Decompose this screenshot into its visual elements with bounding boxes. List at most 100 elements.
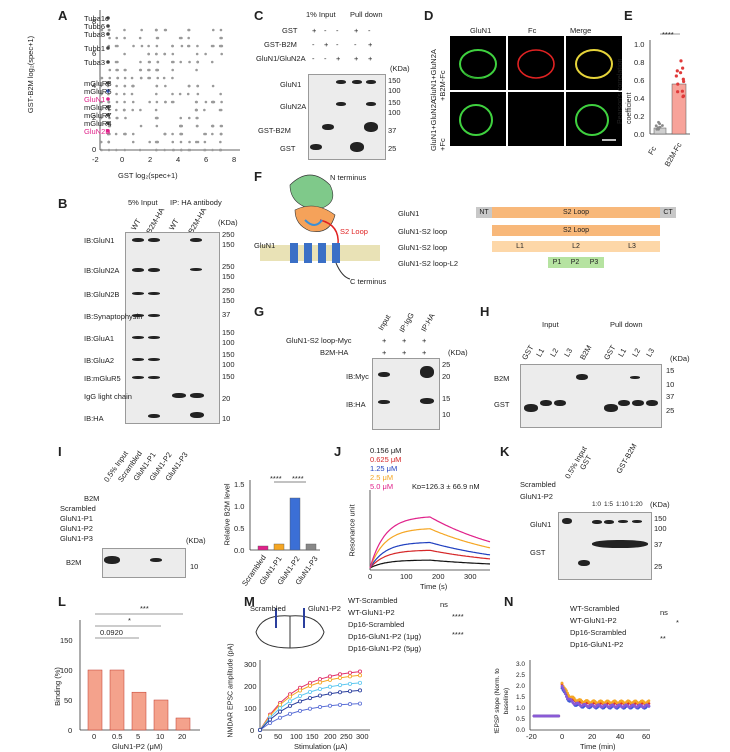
- row-label: GST: [282, 26, 298, 35]
- io-point: [278, 709, 283, 714]
- ytick: 0.0: [234, 546, 245, 555]
- panel-label-f: F: [254, 169, 262, 184]
- scatter-point: [179, 116, 183, 120]
- ytick: 0: [250, 726, 255, 735]
- scatter-point: [203, 108, 206, 112]
- legend-item: Dp16-GluN1-P2 (5μg): [348, 644, 422, 653]
- ct-segment: CT: [660, 207, 676, 218]
- scatter-point: [106, 132, 110, 136]
- legend-item: WT-GluN1-P2: [570, 616, 617, 625]
- scatter-point: [139, 124, 143, 128]
- band: [148, 292, 160, 295]
- io-point: [347, 681, 352, 686]
- io-point: [347, 689, 352, 694]
- row-label: IB:GluN2A: [84, 266, 120, 275]
- band: [190, 393, 204, 398]
- labeled-point: [106, 121, 110, 125]
- scatter-point: [123, 108, 126, 112]
- scatter-point: [147, 68, 150, 72]
- bar: [87, 669, 103, 731]
- mw-marker: 10: [442, 410, 451, 419]
- s2-loop-label: S2 Loop: [340, 227, 368, 236]
- io-point: [258, 727, 263, 732]
- row-label: IB:Synaptophysin: [84, 312, 143, 321]
- scatter-point: [107, 100, 110, 104]
- sign: +: [324, 40, 329, 49]
- band: [148, 268, 160, 272]
- panel-label-k: K: [500, 444, 510, 459]
- scatter-point: [114, 44, 118, 48]
- data-point: [679, 59, 683, 63]
- scatter-point: [210, 44, 214, 48]
- mw-marker: 150: [222, 328, 235, 337]
- scatter-point: [219, 132, 223, 136]
- significance: *: [676, 618, 679, 627]
- labeled-point: [106, 129, 110, 133]
- kda-label: (KDa): [186, 536, 206, 545]
- significance: 0.0920: [100, 628, 123, 637]
- scatter-point: [187, 116, 191, 120]
- header-ip: IP: HA antibody: [170, 198, 222, 207]
- scatter-point: [115, 36, 119, 40]
- scatter-point: [220, 52, 223, 56]
- mw-marker: 250: [222, 230, 235, 239]
- brain-injection-diagram: [255, 608, 325, 649]
- ltp-point: [562, 689, 566, 692]
- sign: -: [368, 26, 371, 35]
- ytick: 100: [60, 666, 73, 675]
- scatter-point: [123, 148, 127, 152]
- xlabel: Time (min): [580, 742, 616, 751]
- mw-marker: 150: [222, 296, 235, 305]
- mw-marker: 150: [222, 350, 235, 359]
- scatter-point: [155, 148, 158, 152]
- scatter-point: [115, 84, 118, 88]
- io-point: [357, 701, 362, 706]
- xtick: 150: [306, 732, 319, 741]
- scatter-point: [139, 68, 143, 72]
- ytick: 8: [92, 17, 97, 26]
- scatter-point: [108, 68, 112, 72]
- significance: *: [128, 616, 131, 625]
- construct-label: GluN1-S2 loop: [398, 243, 448, 252]
- column-label: Fc: [528, 26, 537, 35]
- xtick: 50: [274, 732, 283, 741]
- ltp-point: [563, 692, 567, 695]
- significance: ****: [292, 474, 304, 483]
- scatter-point: [155, 92, 158, 96]
- band: [524, 404, 538, 412]
- scatter-point: [147, 52, 151, 56]
- panel-label-a: A: [58, 8, 68, 23]
- scatter-point: [139, 108, 142, 112]
- construct-l2-peptides: P1 P2 P3: [548, 257, 604, 268]
- scatter-point: [171, 100, 175, 104]
- blot-label: IB:Myc: [346, 372, 369, 381]
- kda-label: (KDa): [448, 348, 468, 357]
- blot-label: B2M: [494, 374, 510, 383]
- panel-n: N WT-Scrambled WT-GluN1-P2 Dp16-Scramble…: [490, 590, 730, 752]
- kda-label: (KDa): [218, 218, 238, 227]
- row-label: GluN1/GluN2A: [256, 54, 306, 63]
- band: [322, 124, 334, 130]
- band: [632, 400, 644, 406]
- scatter-point: [194, 140, 198, 144]
- mw-marker: 100: [222, 360, 235, 369]
- xtick: 0.5: [112, 732, 123, 741]
- scatter-point: [180, 124, 183, 128]
- io-point: [278, 706, 283, 711]
- xtick: 0: [258, 732, 263, 741]
- io-point: [357, 669, 362, 674]
- io-point: [338, 702, 343, 707]
- scatter-point: [140, 76, 143, 80]
- point-label: mGluR7: [84, 111, 112, 120]
- scatter-point: [107, 140, 111, 144]
- row-label: GluN1-P2: [520, 492, 553, 501]
- panel-j: J 0.156 μM 0.625 μM 1.25 μM 2.5 μM 5.0 μ…: [330, 440, 500, 591]
- ylabel: Resonance unit: [347, 504, 357, 557]
- scatter-point: [204, 148, 207, 152]
- kda-label: (KDa): [670, 354, 690, 363]
- sign: +: [336, 54, 341, 63]
- labeled-point: [106, 46, 110, 50]
- mw-marker: 150: [222, 272, 235, 281]
- xtick: 6: [204, 155, 209, 164]
- scatter-point: [138, 36, 142, 40]
